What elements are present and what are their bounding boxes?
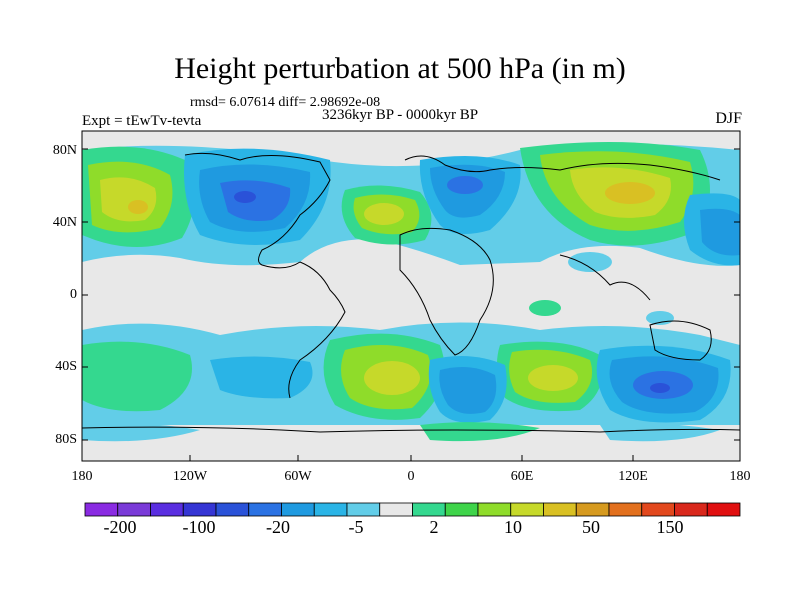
contour-field	[82, 131, 740, 461]
season-label: DJF	[715, 110, 742, 127]
lon-tick-120e: 120E	[618, 469, 648, 484]
colorbar-box	[84, 502, 119, 517]
colorbar-label-minus100: -100	[182, 517, 216, 537]
lat-tick-40s: 40S	[55, 359, 77, 374]
colorbar-label-2: 2	[429, 517, 439, 537]
axis-ticks	[81, 148, 741, 461]
experiment-label: Expt = tEwTv-tevta	[82, 113, 202, 129]
coastlines	[82, 152, 740, 433]
colorbar-box	[543, 502, 577, 517]
colorbar-box	[248, 502, 282, 517]
lon-tick-60w: 60W	[284, 469, 312, 484]
colorbar-box	[510, 502, 544, 517]
colorbar-label-minus200: -200	[103, 517, 137, 537]
colorbar-box	[608, 502, 643, 517]
colorbar	[84, 502, 741, 517]
colorbar-box	[444, 502, 479, 517]
lat-tick-80n: 80N	[52, 143, 77, 158]
colorbar-box	[412, 502, 446, 517]
lat-tick-80s: 80S	[55, 432, 77, 447]
colorbar-box	[215, 502, 250, 517]
colorbar-box	[150, 502, 184, 517]
colorbar-box	[641, 502, 675, 517]
colorbar-box	[477, 502, 512, 517]
colorbar-label-150: 150	[656, 517, 684, 537]
colorbar-box	[346, 502, 381, 517]
lon-tick-60e: 60E	[510, 469, 534, 484]
lat-tick-0: 0	[70, 287, 77, 302]
colorbar-box	[281, 502, 315, 517]
colorbar-label-minus20: -20	[266, 517, 290, 537]
colorbar-box	[674, 502, 708, 517]
colorbar-box	[575, 502, 610, 517]
lon-tick-120w: 120W	[172, 469, 208, 484]
chart-title: Height perturbation at 500 hPa (in m)	[174, 52, 626, 85]
colorbar-box	[379, 502, 413, 517]
rmsd-stats: rmsd= 6.07614 diff= 2.98692e-08	[190, 95, 381, 110]
period-label: 3236kyr BP - 0000kyr BP	[322, 107, 479, 123]
colorbar-label-minus5: -5	[348, 517, 364, 537]
colorbar-box	[706, 502, 741, 517]
colorbar-box	[117, 502, 151, 517]
colorbar-box	[313, 502, 348, 517]
lon-tick-180e: 180	[729, 469, 751, 484]
colorbar-label-10: 10	[504, 517, 522, 537]
lon-tick-0: 0	[407, 469, 415, 484]
lon-tick-180w: 180	[71, 469, 93, 484]
colorbar-box	[182, 502, 217, 517]
lat-tick-40n: 40N	[52, 215, 77, 230]
colorbar-label-50: 50	[582, 517, 600, 537]
